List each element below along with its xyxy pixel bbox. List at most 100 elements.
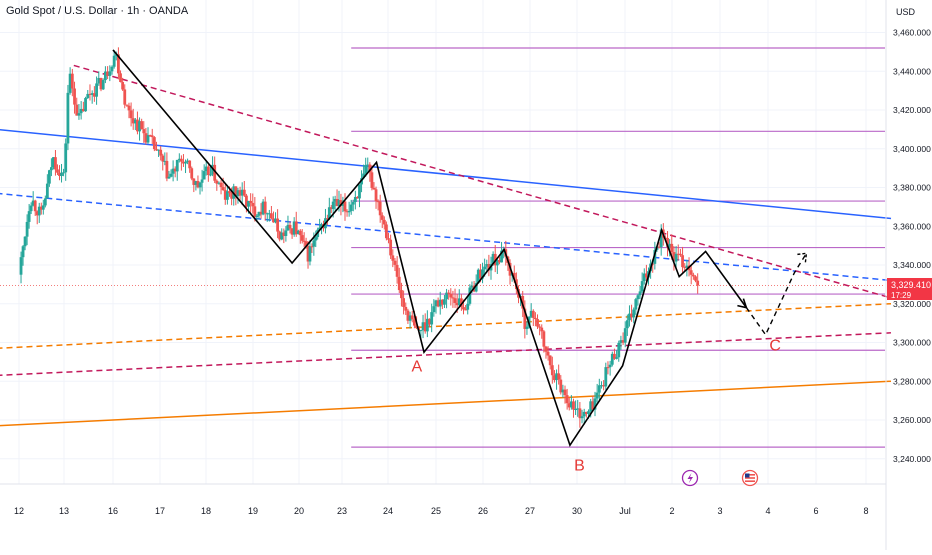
candle-body [576,408,580,410]
price-tick-label: 3,460.000 [893,28,931,38]
candle-body [157,149,160,151]
us-flag-event-icon[interactable] [741,469,759,487]
time-tick-label: Jul [619,506,631,516]
candle-body [310,246,314,248]
candle-body [443,299,446,305]
candle-body [238,190,242,196]
candle-body [382,219,386,225]
candle-body [101,80,105,90]
candle-body [600,385,603,387]
wave-projection [745,253,807,337]
candle-body [188,160,192,169]
candle-body [196,181,200,188]
candle-body [474,283,478,292]
candle-body [366,164,370,166]
candle-body [240,189,244,196]
candle-body [263,201,267,214]
candle-body [468,287,472,304]
candle-body [325,218,329,220]
candle-body [95,83,98,97]
candle-body [358,184,361,199]
candle-body [413,319,416,326]
candle-body [440,299,444,305]
candle-body [202,171,206,180]
time-tick-label: 25 [431,506,441,516]
candle-body [300,235,304,241]
candle-body [623,328,627,343]
candle-body [636,295,640,300]
candle-body [31,200,35,206]
price-tick-label: 3,360.000 [893,221,931,231]
currency-label[interactable]: USD [896,7,916,17]
candle-body [45,183,49,199]
candle-body [404,306,408,311]
candle-body [261,201,265,215]
candle-body [538,326,542,328]
candle-body [236,190,240,197]
candle-body [194,181,198,185]
candle-body [410,315,414,320]
candle-body [253,206,257,218]
time-tick-label: 2 [669,506,674,516]
candle-body [372,187,376,190]
candle-body [276,218,280,232]
candle-body [657,246,661,248]
price-tick-label: 3,240.000 [893,454,931,464]
candle-body [23,236,27,247]
candle-body [351,202,355,205]
candle-body [602,385,606,387]
candle-body [550,365,554,376]
candle-body [432,306,436,313]
candle-body [138,121,141,132]
candle-body [56,169,59,173]
candle-body [548,355,552,366]
candle-body [685,265,689,268]
candle-body [288,224,292,229]
candle-body [400,290,403,299]
candle-body [587,411,590,415]
candle-body [318,227,322,230]
candle-body [604,367,608,387]
candle-body [75,104,79,116]
candle-body [479,269,482,279]
candle-body [88,93,92,95]
candle-body [347,210,351,213]
time-axis[interactable]: 12 13 16 17 18 19 20 23 24 25 26 27 30 Jul 2 3 4 6 8 [14,506,869,516]
candle-body [613,353,616,359]
candle-body [265,213,269,215]
candle-body [161,155,165,162]
candle-body [387,238,390,240]
candle-body [391,255,395,261]
event-icons[interactable] [681,469,759,487]
price-tick-label: 3,260.000 [893,415,931,425]
candle-body [376,201,380,203]
candle-body [292,221,296,235]
candle-body [563,389,567,396]
candle-body [565,395,569,404]
candle-body [555,373,558,381]
price-tag-countdown: 17:29 [891,291,912,300]
candle-body [606,367,610,369]
candle-body [666,238,669,248]
price-tick-label: 3,380.000 [893,183,931,193]
candle-body [204,166,208,172]
orange-trendline-solid [0,380,892,427]
candle-body [393,260,397,265]
candle-body [546,351,550,356]
candle-body [384,224,388,239]
candle-body [68,73,72,93]
candle-body [534,317,537,320]
time-tick-label: 24 [383,506,393,516]
price-tag-background [887,278,932,300]
wave-labels: A B C [411,337,781,474]
flash-event-icon[interactable] [681,469,699,487]
time-tick-label: 20 [294,506,304,516]
candle-body [79,108,83,114]
candle-body [278,231,282,240]
price-axis[interactable]: 3,240.000 3,260.000 3,280.000 3,300.000 3,32… [893,28,931,464]
candle-body [542,331,546,347]
candle-body [353,196,357,203]
projection-arrowhead [797,252,808,263]
